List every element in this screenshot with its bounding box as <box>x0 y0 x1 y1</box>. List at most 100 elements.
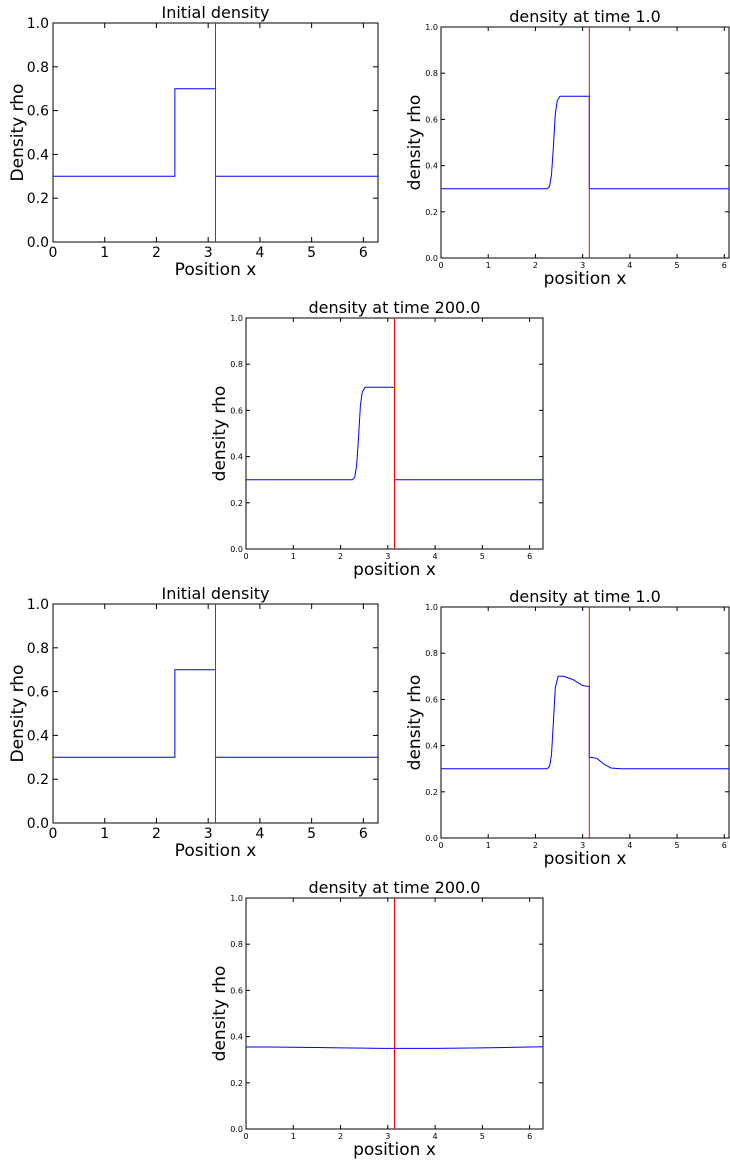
chart-5: 0 1 2 3 4 5 6 0.0 0.2 0.4 0.6 0.8 1.0 density at time… <box>405 587 730 869</box>
chart-3-x-tick-label: 2 <box>338 552 343 561</box>
chart-2: 0 1 2 3 4 5 6 0.0 0.2 0.4 0.6 0.8 1.0 density at time… <box>405 7 730 289</box>
chart-1-x-tick-label: 4 <box>255 245 264 261</box>
chart-1-x-axis-label: Position x <box>175 260 257 280</box>
chart-6-x-tick-label: 3 <box>385 1132 390 1141</box>
chart-2-y-tick-label: 0.8 <box>425 69 438 78</box>
chart-3-y-tick-label: 1.0 <box>230 314 243 323</box>
chart-3-x-tick-label: 3 <box>385 552 390 561</box>
chart-2-x-tick-label: 1 <box>486 261 491 270</box>
chart-1-x-tick-label: 5 <box>307 245 316 261</box>
chart-4: 0 1 2 3 4 5 6 0.0 0.2 0.4 0.6 0.8 1.0 Initial density… <box>8 584 379 861</box>
chart-3-y-tick-label: 0.6 <box>230 406 243 415</box>
chart-6-y-tick-label: 0.2 <box>230 1079 243 1088</box>
chart-2-title: density at time 1.0 <box>509 7 661 26</box>
chart-5-x-tick-label: 3 <box>580 841 585 850</box>
chart-1-x-tick-label: 0 <box>49 245 58 261</box>
chart-3-y-axis-label: density rho <box>210 386 230 482</box>
chart-2-x-tick-label: 0 <box>438 261 443 270</box>
chart-2-plot-frame <box>440 26 730 259</box>
chart-4-y-tick-label: 0.8 <box>27 641 49 657</box>
chart-2-y-tick-label: 1.0 <box>425 23 438 32</box>
chart-2-y-tick-label: 0.6 <box>425 115 438 124</box>
chart-6-x-tick-label: 0 <box>243 1132 248 1141</box>
chart-1: 0 1 2 3 4 5 6 0.0 0.2 0.4 0.6 0.8 1.0 Initial density… <box>8 3 379 280</box>
chart-4-y-tick-label: 0.6 <box>27 685 49 701</box>
chart-4-x-tick-label: 1 <box>100 826 109 842</box>
chart-2-x-axis-label: position x <box>544 269 627 289</box>
chart-6-x-tick-label: 4 <box>433 1132 438 1141</box>
chart-4-x-tick-label: 5 <box>307 826 316 842</box>
chart-1-y-tick-label: 0.0 <box>27 235 49 251</box>
chart-1-y-tick-label: 0.6 <box>27 104 49 120</box>
chart-3-y-tick-label: 0.4 <box>230 453 243 462</box>
chart-2-y-tick-label: 0.2 <box>425 208 438 217</box>
chart-3: 0 1 2 3 4 5 6 0.0 0.2 0.4 0.6 0.8 1.0 density at time… <box>210 298 544 580</box>
chart-5-y-tick-label: 1.0 <box>425 603 438 612</box>
chart-1-x-tick-label: 3 <box>204 245 213 261</box>
chart-6-y-axis-label: density rho <box>210 966 230 1062</box>
chart-2-y-tick-label: 0.4 <box>425 162 438 171</box>
chart-4-y-tick-label: 1.0 <box>27 597 49 613</box>
chart-3-x-tick-label: 6 <box>527 552 532 561</box>
chart-4-x-tick-label: 4 <box>255 826 264 842</box>
chart-3-x-axis-label: position x <box>353 560 436 580</box>
chart-3-x-tick-label: 5 <box>480 552 485 561</box>
chart-3-y-tick-label: 0.0 <box>230 545 243 554</box>
chart-6-x-tick-label: 2 <box>338 1132 343 1141</box>
chart-1-y-axis-label: Density rho <box>8 84 28 182</box>
chart-4-y-tick-label: 0.2 <box>27 772 49 788</box>
chart-5-title: density at time 1.0 <box>509 587 661 606</box>
chart-2-x-tick-label: 6 <box>722 261 727 270</box>
chart-3-y-tick-label: 0.8 <box>230 360 243 369</box>
chart-5-x-tick-label: 0 <box>438 841 443 850</box>
chart-4-y-tick-label: 0.4 <box>27 728 49 744</box>
chart-1-x-tick-label: 2 <box>152 245 161 261</box>
chart-2-y-axis-label: density rho <box>405 95 425 191</box>
chart-6-y-tick-label: 0.6 <box>230 986 243 995</box>
chart-6-x-tick-label: 5 <box>480 1132 485 1141</box>
chart-1-density-line <box>53 88 378 177</box>
chart-5-y-tick-label: 0.2 <box>425 788 438 797</box>
chart-5-y-tick-label: 0.0 <box>425 834 438 843</box>
chart-5-x-tick-label: 4 <box>627 841 632 850</box>
chart-1-y-tick-label: 1.0 <box>27 16 49 32</box>
chart-4-x-axis-label: Position x <box>175 841 257 861</box>
chart-1-y-tick-label: 0.8 <box>27 60 49 76</box>
chart-6-y-tick-label: 0.0 <box>230 1125 243 1134</box>
chart-5-x-axis-label: position x <box>544 849 627 869</box>
chart-4-title: Initial density <box>161 584 269 603</box>
chart-4-x-tick-label: 6 <box>359 826 368 842</box>
chart-2-x-tick-label: 3 <box>580 261 585 270</box>
chart-1-x-tick-label: 1 <box>100 245 109 261</box>
chart-2-x-tick-label: 4 <box>627 261 632 270</box>
chart-6-x-tick-label: 6 <box>527 1132 532 1141</box>
chart-6-density-line <box>246 1046 544 1049</box>
chart-5-x-tick-label: 2 <box>533 841 538 850</box>
chart-6-title: density at time 200.0 <box>309 878 481 897</box>
chart-5-x-tick-label: 1 <box>486 841 491 850</box>
chart-5-x-tick-label: 5 <box>675 841 680 850</box>
chart-4-density-line <box>53 669 378 758</box>
chart-6-x-tick-label: 1 <box>291 1132 296 1141</box>
chart-3-y-tick-label: 0.2 <box>230 499 243 508</box>
chart-4-x-tick-label: 3 <box>204 826 213 842</box>
chart-5-y-tick-label: 0.6 <box>425 695 438 704</box>
chart-1-y-tick-label: 0.2 <box>27 191 49 207</box>
chart-6-y-tick-label: 0.4 <box>230 1033 243 1042</box>
chart-3-x-tick-label: 4 <box>433 552 438 561</box>
chart-1-title: Initial density <box>161 3 269 22</box>
chart-4-y-tick-label: 0.0 <box>27 816 49 832</box>
chart-1-x-tick-label: 6 <box>359 245 368 261</box>
chart-1-y-tick-label: 0.4 <box>27 147 49 163</box>
chart-4-y-axis-label: Density rho <box>8 665 28 763</box>
chart-5-density-line <box>441 675 729 770</box>
chart-2-x-tick-label: 5 <box>675 261 680 270</box>
chart-3-x-tick-label: 0 <box>243 552 248 561</box>
chart-6-x-axis-label: position x <box>353 1140 436 1160</box>
chart-2-y-tick-label: 0.0 <box>425 254 438 263</box>
chart-5-y-axis-label: density rho <box>405 675 425 771</box>
chart-4-x-tick-label: 2 <box>152 826 161 842</box>
chart-3-title: density at time 200.0 <box>309 298 481 317</box>
chart-4-x-tick-label: 0 <box>49 826 58 842</box>
